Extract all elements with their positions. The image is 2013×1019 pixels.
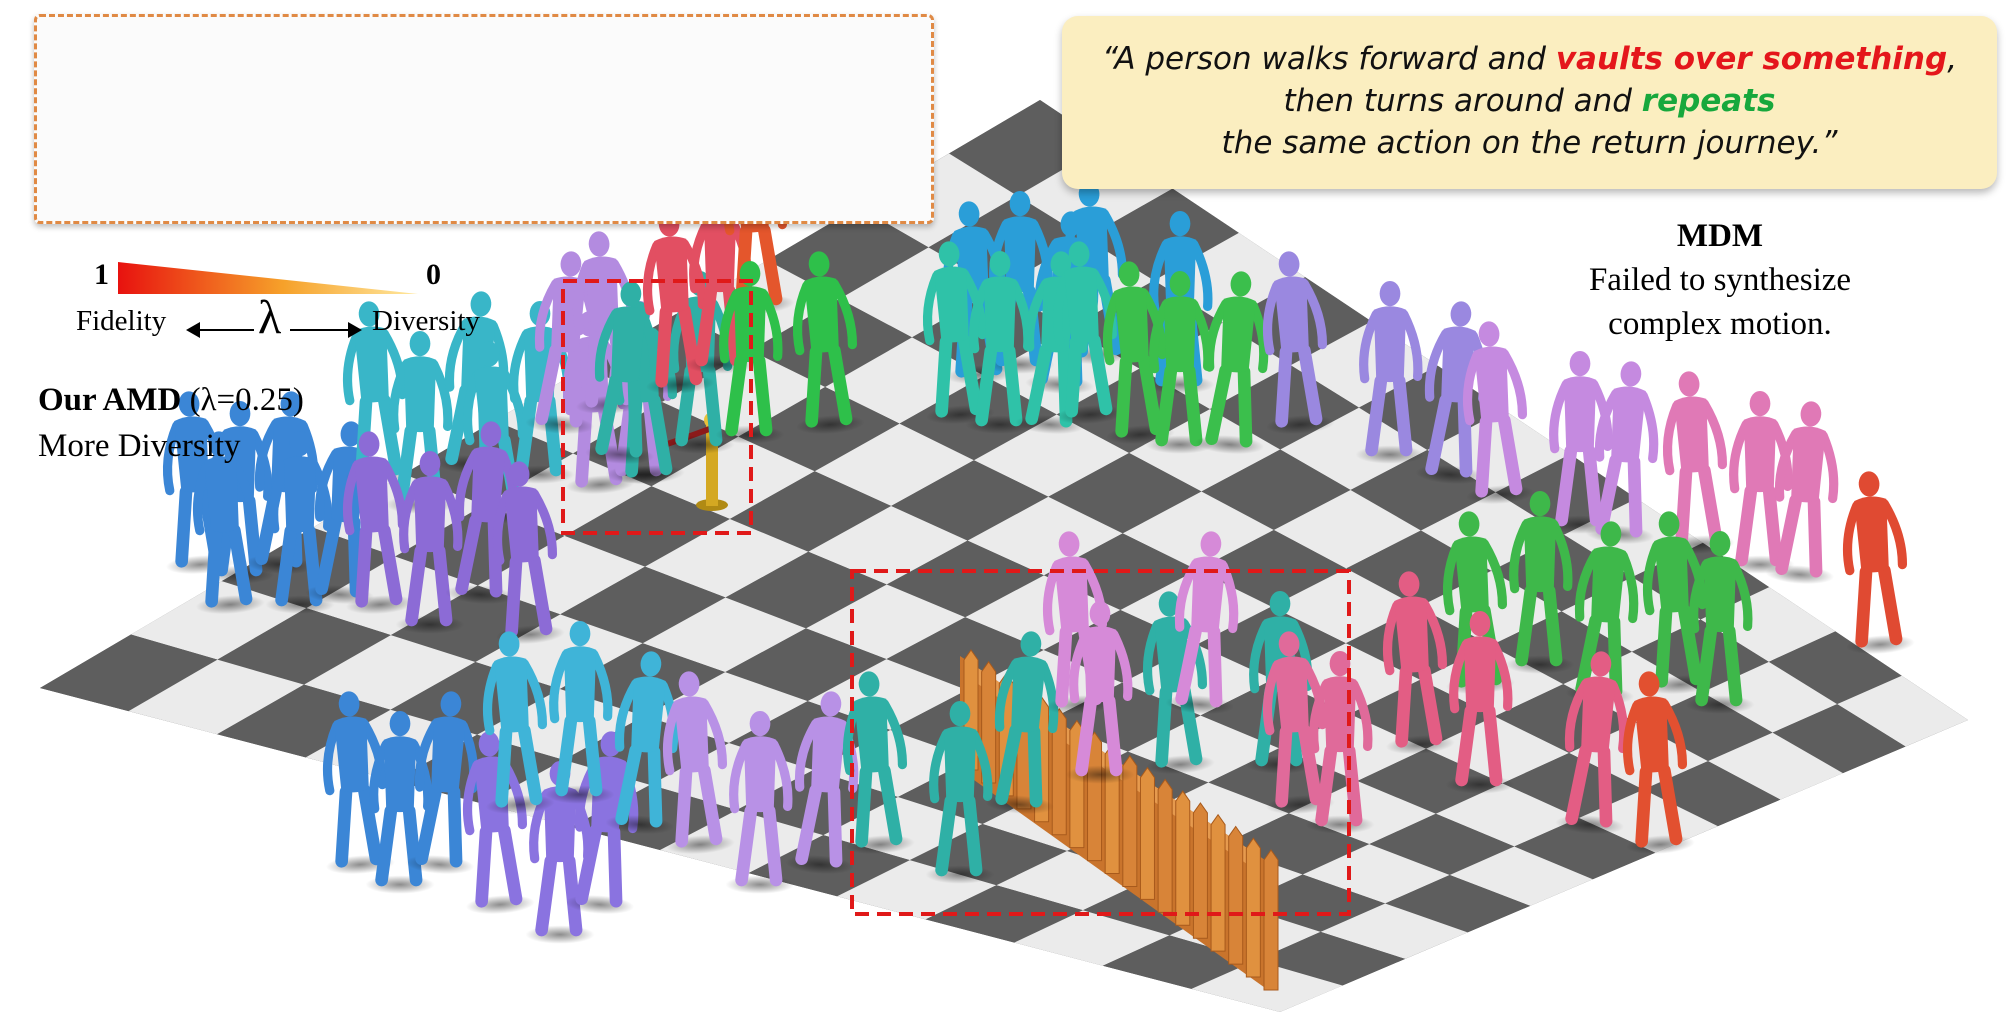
legend-value-low: 0 [426,258,441,291]
quote-highlight-vaults: vaults over something [1555,41,1948,77]
lambda-symbol: λ [258,291,282,344]
mdm-caption-line-2: complex motion. [1608,306,1832,342]
mdm-title: MDM [1676,218,1764,254]
quote-line-1-start: “A person walks forward and [1101,41,1556,77]
inset-preview-frame [34,14,934,224]
legend-value-high: 1 [94,258,109,291]
fidelity-diversity-gradient [118,262,418,294]
fidelity-label: Fidelity [76,305,167,337]
diversity-label: Diversity [372,305,480,337]
highlight-box-fence [850,569,1351,916]
arrow-right-head [348,322,362,338]
quote-line-2: then turns around and repeats [1082,80,1977,122]
quote-line-2-start: then turns around and [1283,83,1642,119]
amd-caption-title: Our AMD (λ=0.25) [38,382,304,419]
human-figures [162,131,1915,944]
arrow-right-line [290,329,350,331]
highlight-box-post [561,279,753,535]
amd-caption-subtitle: More Diversity [38,428,241,464]
amd-title: Our AMD [38,382,182,418]
quote-line-3: the same action on the return journey.” [1221,125,1838,161]
quote-line-1-end: , [1947,41,1958,77]
mdm-caption-line-1: Failed to synthesize [1588,262,1852,298]
amd-lambda-param: (λ=0.25) [181,382,304,418]
quote-highlight-repeats: repeats [1641,83,1776,119]
prompt-quote-box: “A person walks forward and vaults over … [1062,16,1997,189]
arrow-left-head [186,322,200,338]
arrow-left-line [192,329,254,331]
quote-line-1: “A person walks forward and vaults over … [1082,38,1977,80]
